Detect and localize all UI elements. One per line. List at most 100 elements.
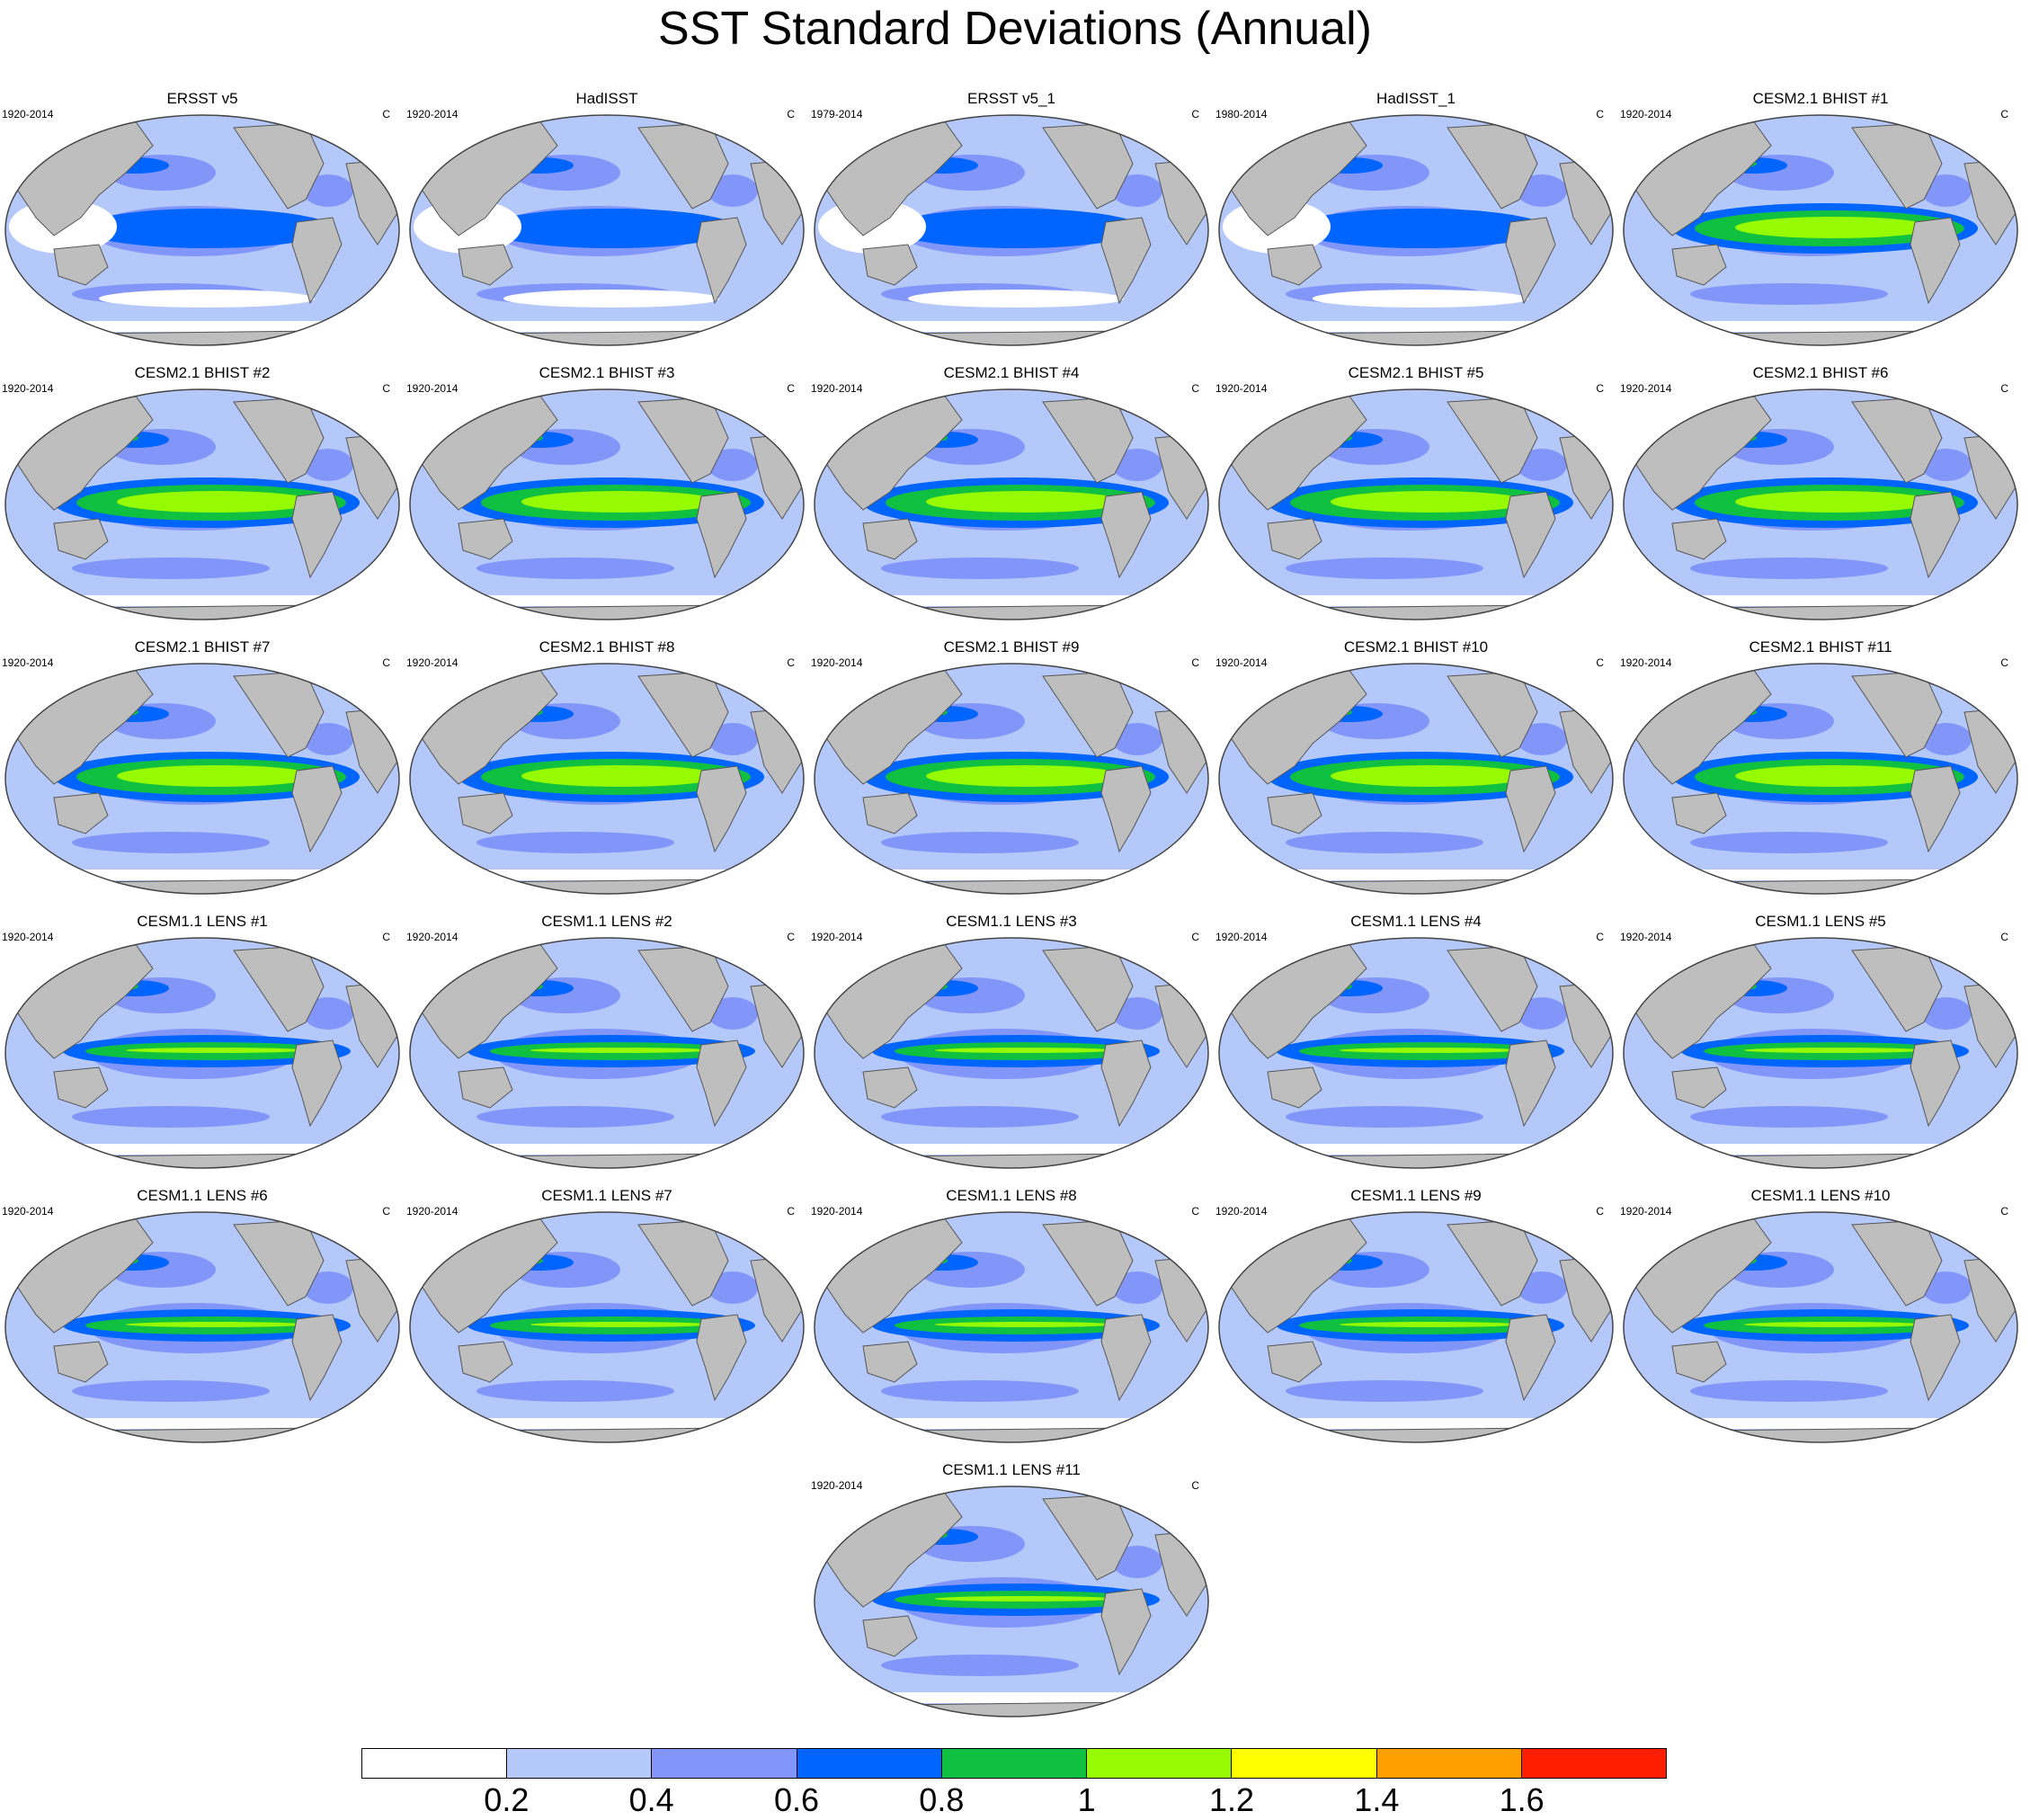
- panel-unit: C: [1191, 108, 1199, 120]
- map-panel: HadISST_1 1980-2014 C: [1214, 90, 1618, 351]
- map-panel: CESM2.1 BHIST #11 1920-2014 C: [1618, 638, 2023, 899]
- map-panel: CESM1.1 LENS #2 1920-2014 C: [405, 913, 809, 1173]
- panel-unit: C: [1191, 1479, 1199, 1492]
- colorbar-box: [1087, 1749, 1233, 1778]
- panel-unit: C: [2000, 382, 2008, 395]
- map-graphic: [405, 384, 809, 629]
- map-panel: CESM1.1 LENS #9 1920-2014 C: [1214, 1187, 1618, 1448]
- panel-years: 1920-2014: [406, 1205, 459, 1218]
- panel-years: 1920-2014: [1620, 931, 1672, 943]
- colorbar-tick-label: 1.2: [1208, 1781, 1255, 1818]
- panel-years: 1920-2014: [406, 382, 459, 395]
- map-graphic: [1618, 932, 2023, 1178]
- panel-title: CESM2.1 BHIST #10: [1343, 638, 1489, 656]
- map-panel: CESM2.1 BHIST #6 1920-2014 C: [1618, 364, 2023, 625]
- map-panel: CESM1.1 LENS #1 1920-2014 C: [0, 913, 405, 1173]
- panel-unit: C: [787, 931, 795, 943]
- map-graphic: [1214, 384, 1618, 629]
- panel-title: CESM2.1 BHIST #11: [1749, 638, 1892, 656]
- map-graphic: [0, 110, 405, 355]
- map-panel: HadISST 1920-2014 C: [405, 90, 809, 351]
- panel-title: CESM2.1 BHIST #8: [539, 638, 675, 656]
- panel-title: CESM2.1 BHIST #3: [539, 364, 675, 381]
- panel-title: CESM2.1 BHIST #7: [134, 638, 271, 656]
- panel-unit: C: [1596, 382, 1604, 395]
- panel-title: CESM1.1 LENS #11: [942, 1461, 1081, 1478]
- panel-years: 1920-2014: [811, 382, 863, 395]
- colorbar-tick-label: 1.6: [1499, 1781, 1545, 1818]
- map-graphic: [809, 1207, 1214, 1452]
- panel-unit: C: [1596, 1205, 1604, 1218]
- panel-years: 1920-2014: [1620, 382, 1672, 395]
- panel-title: CESM1.1 LENS #6: [137, 1187, 268, 1204]
- figure-title: SST Standard Deviations (Annual): [658, 3, 1372, 55]
- map-panel: CESM1.1 LENS #6 1920-2014 C: [0, 1187, 405, 1448]
- map-graphic: [0, 658, 405, 904]
- panel-title: CESM2.1 BHIST #2: [134, 364, 271, 381]
- panel-title: CESM2.1 BHIST #6: [1752, 364, 1889, 381]
- panel-unit: C: [382, 931, 390, 943]
- panel-years: 1920-2014: [406, 656, 459, 669]
- panel-years: 1920-2014: [1215, 931, 1268, 943]
- panel-years: 1979-2014: [811, 108, 863, 120]
- panel-years: 1920-2014: [811, 1479, 863, 1492]
- panel-title: CESM1.1 LENS #10: [1750, 1187, 1891, 1204]
- panel-unit: C: [787, 656, 795, 669]
- colorbar-box: [507, 1749, 653, 1778]
- colorbar-box: [652, 1749, 797, 1778]
- panel-unit: C: [1191, 656, 1199, 669]
- panel-title: CESM2.1 BHIST #5: [1348, 364, 1484, 381]
- panel-years: 1920-2014: [811, 1205, 863, 1218]
- map-panel: CESM1.1 LENS #10 1920-2014 C: [1618, 1187, 2023, 1448]
- panel-unit: C: [382, 108, 390, 120]
- panel-years: 1920-2014: [1620, 108, 1672, 120]
- map-graphic: [0, 1207, 405, 1452]
- colorbar-box: [797, 1749, 942, 1778]
- map-panel: CESM1.1 LENS #5 1920-2014 C: [1618, 913, 2023, 1173]
- map-graphic: [809, 1481, 1214, 1726]
- panel-unit: C: [382, 382, 390, 395]
- panel-years: 1920-2014: [2, 931, 54, 943]
- panel-title: CESM1.1 LENS #8: [946, 1187, 1077, 1204]
- map-panel: CESM1.1 LENS #8 1920-2014 C: [809, 1187, 1214, 1448]
- map-graphic: [1618, 384, 2023, 629]
- colorbar-tick-label: 0.4: [628, 1781, 674, 1818]
- panel-years: 1920-2014: [2, 1205, 54, 1218]
- map-panel: CESM2.1 BHIST #3 1920-2014 C: [405, 364, 809, 625]
- colorbar-tick-label: 0.6: [773, 1781, 820, 1818]
- colorbar-tick-label: 1.4: [1354, 1781, 1400, 1818]
- panel-title: ERSST v5: [166, 90, 238, 107]
- map-panel: CESM2.1 BHIST #8 1920-2014 C: [405, 638, 809, 899]
- panel-unit: C: [1596, 656, 1604, 669]
- colorbar-box: [1232, 1749, 1377, 1778]
- panel-unit: C: [2000, 931, 2008, 943]
- panel-years: 1980-2014: [1215, 108, 1268, 120]
- panel-years: 1920-2014: [2, 656, 54, 669]
- map-panel: CESM1.1 LENS #4 1920-2014 C: [1214, 913, 1618, 1173]
- panel-unit: C: [787, 1205, 795, 1218]
- map-panel: CESM1.1 LENS #7 1920-2014 C: [405, 1187, 809, 1448]
- panel-years: 1920-2014: [2, 108, 54, 120]
- colorbar-tick-label: 0.2: [484, 1781, 530, 1818]
- panel-title: CESM1.1 LENS #9: [1350, 1187, 1482, 1204]
- panel-years: 1920-2014: [1215, 382, 1268, 395]
- map-graphic: [405, 932, 809, 1178]
- map-graphic: [1618, 658, 2023, 904]
- map-graphic: [809, 932, 1214, 1178]
- panel-unit: C: [1596, 931, 1604, 943]
- panel-title: CESM1.1 LENS #1: [137, 913, 268, 930]
- colorbar-tick-label: 1: [1077, 1781, 1096, 1818]
- colorbar-box: [941, 1749, 1088, 1778]
- panel-title: CESM1.1 LENS #5: [1755, 913, 1886, 930]
- map-panel: CESM2.1 BHIST #2 1920-2014 C: [0, 364, 405, 625]
- map-graphic: [809, 110, 1214, 355]
- map-panel: CESM2.1 BHIST #7 1920-2014 C: [0, 638, 405, 899]
- panel-years: 1920-2014: [1620, 656, 1672, 669]
- panel-title: HadISST: [575, 90, 638, 107]
- panel-title: CESM2.1 BHIST #9: [943, 638, 1080, 656]
- panel-unit: C: [382, 1205, 390, 1218]
- panel-years: 1920-2014: [406, 108, 459, 120]
- map-panel: ERSST v5 1920-2014 C: [0, 90, 405, 351]
- colorbar-box: [1376, 1749, 1522, 1778]
- panel-title: CESM1.1 LENS #4: [1350, 913, 1482, 930]
